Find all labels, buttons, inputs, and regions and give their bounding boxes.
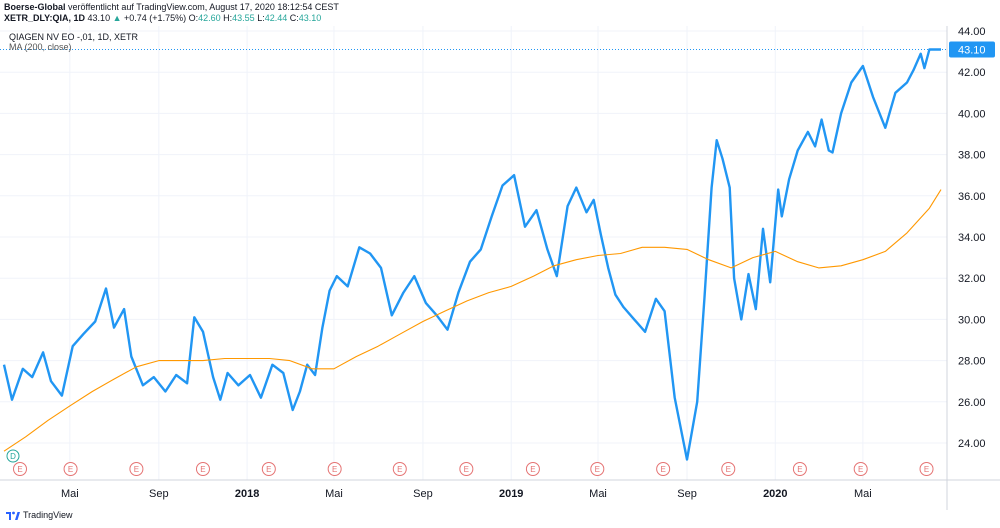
earnings-marker[interactable]: E <box>721 462 736 476</box>
earnings-marker[interactable]: E <box>392 462 407 476</box>
earnings-marker[interactable]: E <box>853 462 868 476</box>
chart-header-ohlc: XETR_DLY:QIA, 1D 43.10 ▲ +0.74 (+1.75%) … <box>4 13 321 23</box>
legend-ma: MA (200, close) <box>9 42 72 52</box>
earnings-marker[interactable]: E <box>327 462 342 476</box>
svg-text:E: E <box>924 465 929 474</box>
svg-text:E: E <box>134 465 139 474</box>
x-tick-label: Sep <box>413 488 433 500</box>
legend-instrument: QIAGEN NV EO -,01, 1D, XETR <box>9 32 139 42</box>
svg-text:E: E <box>464 465 469 474</box>
svg-text:E: E <box>68 465 73 474</box>
grid-lines <box>0 26 947 480</box>
x-axis: Mai Sep 2018 Mai Sep 2019 Mai Sep 2020 Mai <box>61 488 872 500</box>
x-tick-label: Mai <box>589 488 607 500</box>
y-tick-label: 32.00 <box>958 273 986 285</box>
svg-text:43.10: 43.10 <box>958 45 986 57</box>
open-value: 42.60 <box>198 13 221 23</box>
change-value: +0.74 (+1.75%) <box>124 13 187 23</box>
earnings-marker[interactable]: E <box>656 462 671 476</box>
y-tick-label: 36.00 <box>958 191 986 203</box>
earnings-marker[interactable]: E <box>13 462 27 476</box>
y-axis: 24.00 26.00 28.00 30.00 32.00 34.00 36.00 38.00… <box>949 26 995 450</box>
series-group <box>0 48 947 461</box>
change-arrow: ▲ <box>112 13 122 23</box>
price-line <box>2 48 941 461</box>
x-tick-label: 2019 <box>499 488 523 500</box>
svg-text:E: E <box>726 465 731 474</box>
high-value: 43.55 <box>232 13 255 23</box>
svg-text:E: E <box>17 465 22 474</box>
last-price-badge: 43.10 <box>949 41 995 58</box>
svg-text:D: D <box>10 452 16 461</box>
event-markers: E E E E E E E E E E E E E E ED <box>6 449 934 476</box>
chart-header-publisher: Boerse-Global veröffentlicht auf Trading… <box>4 2 339 12</box>
earnings-marker[interactable]: E <box>63 462 78 476</box>
earnings-marker[interactable]: E <box>459 462 474 476</box>
x-tick-label: Mai <box>61 488 79 500</box>
symbol-label: XETR_DLY:QIA, 1D <box>4 13 86 23</box>
svg-text:E: E <box>332 465 337 474</box>
ma-line <box>3 189 942 452</box>
svg-text:E: E <box>660 465 665 474</box>
svg-text:E: E <box>530 465 535 474</box>
chart-legend: QIAGEN NV EO -,01, 1D, XETR MA (200, clo… <box>9 32 138 52</box>
publisher-name: Boerse-Global <box>4 2 66 12</box>
y-tick-label: 34.00 <box>958 232 986 244</box>
y-tick-label: 24.00 <box>958 438 986 450</box>
svg-text:E: E <box>200 465 205 474</box>
published-text: veröffentlicht auf TradingView.com, Augu… <box>68 2 339 12</box>
high-label: H: <box>223 13 233 23</box>
open-label: O: <box>188 13 199 23</box>
earnings-marker[interactable]: E <box>261 462 276 476</box>
y-tick-label: 38.00 <box>958 150 986 162</box>
y-tick-label: 28.00 <box>958 356 986 368</box>
y-tick-label: 30.00 <box>958 314 986 326</box>
svg-text:E: E <box>397 465 402 474</box>
x-tick-label: 2020 <box>763 488 787 500</box>
earnings-marker[interactable]: E <box>195 462 210 476</box>
earnings-marker[interactable]: E <box>525 462 540 476</box>
earnings-marker[interactable]: E <box>129 462 144 476</box>
x-tick-label: 2018 <box>235 488 259 500</box>
footer-brand[interactable]: TradingView <box>6 510 73 520</box>
earnings-marker[interactable]: E <box>919 462 934 476</box>
low-value: 42.44 <box>264 13 288 23</box>
x-tick-label: Mai <box>854 488 872 500</box>
earnings-marker[interactable]: E <box>792 462 807 476</box>
tradingview-logo-icon <box>6 511 20 520</box>
low-label: L: <box>257 13 265 23</box>
x-tick-label: Sep <box>677 488 697 500</box>
svg-text:E: E <box>595 465 600 474</box>
earnings-marker[interactable]: E <box>590 462 605 476</box>
y-tick-label: 40.00 <box>958 108 986 120</box>
last-price: 43.10 <box>87 13 111 23</box>
y-tick-label: 44.00 <box>958 26 986 38</box>
y-tick-label: 26.00 <box>958 397 986 409</box>
svg-text:E: E <box>266 465 271 474</box>
footer-brand-label: TradingView <box>23 510 73 520</box>
x-tick-label: Mai <box>325 488 343 500</box>
y-tick-label: 42.00 <box>958 67 986 79</box>
close-value: 43.10 <box>298 13 322 23</box>
close-label: C: <box>289 13 299 23</box>
svg-text:E: E <box>858 465 863 474</box>
svg-text:E: E <box>797 465 802 474</box>
chart-area[interactable] <box>0 26 1000 511</box>
dividend-marker[interactable]: D <box>6 449 20 463</box>
x-tick-label: Sep <box>149 488 169 500</box>
